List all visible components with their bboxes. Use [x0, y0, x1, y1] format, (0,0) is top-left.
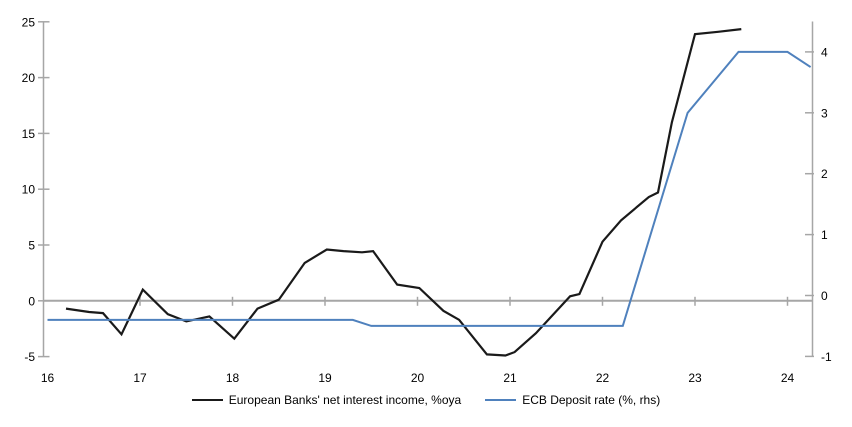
x-axis-tick-label: 23 — [688, 371, 702, 385]
right-axis-tick-label: 1 — [821, 228, 828, 242]
x-axis-tick-label: 20 — [411, 371, 425, 385]
right-axis-tick-label: 3 — [821, 106, 828, 120]
left-axis-tick-label: 0 — [28, 294, 35, 308]
x-axis-tick-label: 19 — [318, 371, 332, 385]
ecb-line-swatch — [485, 399, 517, 401]
left-axis-tick-label: 5 — [28, 239, 35, 253]
left-axis-tick-label: 25 — [22, 15, 36, 29]
nii-line-swatch — [191, 399, 223, 401]
legend-item-ecb: ECB Deposit rate (%, rhs) — [485, 393, 660, 407]
x-axis-tick-label: 22 — [596, 371, 610, 385]
nii-line — [65, 28, 742, 357]
x-axis-tick-label: 16 — [41, 371, 55, 385]
x-axis-tick-label: 24 — [781, 371, 795, 385]
legend-label-nii: European Banks' net interest income, %oy… — [228, 393, 462, 407]
left-axis-tick-label: 15 — [22, 127, 36, 141]
legend-item-nii: European Banks' net interest income, %oy… — [191, 393, 462, 407]
left-axis-tick-label: 10 — [22, 183, 36, 197]
right-axis-tick-label: -1 — [821, 350, 832, 364]
left-axis-tick-label: 20 — [22, 71, 36, 85]
x-axis-tick-label: 18 — [226, 371, 240, 385]
ecb-deposit-rate-line — [47, 50, 812, 327]
x-axis-tick-label: 21 — [503, 371, 517, 385]
right-axis-tick-label: 4 — [821, 45, 828, 59]
legend-label-ecb: ECB Deposit rate (%, rhs) — [522, 393, 661, 407]
x-axis-tick-label: 17 — [133, 371, 147, 385]
chart-legend: European Banks' net interest income, %oy… — [0, 393, 852, 407]
right-axis-tick-label: 0 — [821, 289, 828, 303]
right-axis-tick-label: 2 — [821, 167, 828, 181]
left-axis-tick-label: -5 — [24, 350, 35, 364]
